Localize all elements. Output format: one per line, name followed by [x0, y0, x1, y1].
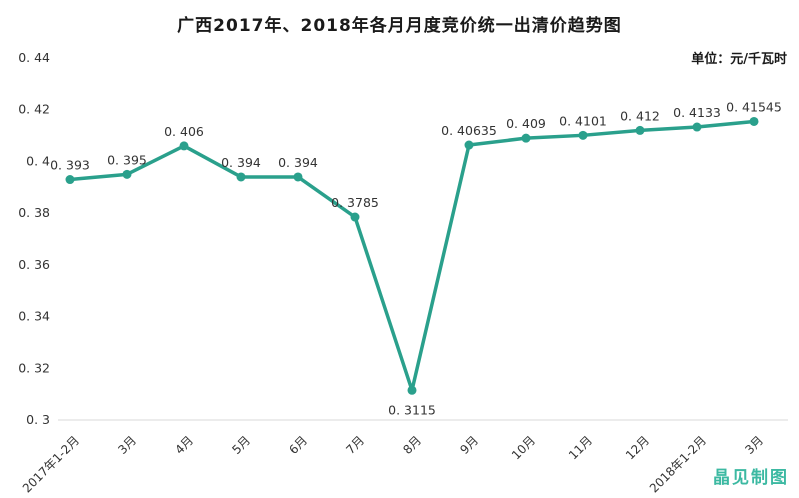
- data-label: 0. 406: [164, 124, 204, 139]
- x-tick-label: 12月: [623, 433, 652, 462]
- data-label: 0. 409: [506, 116, 546, 131]
- y-tick-label: 0. 3: [26, 412, 50, 427]
- x-tick-label: 9月: [457, 433, 481, 457]
- data-point: [692, 122, 702, 132]
- data-point: [464, 140, 474, 150]
- y-tick-label: 0. 34: [18, 309, 50, 324]
- data-point: [350, 212, 360, 222]
- data-label: 0. 395: [107, 152, 147, 167]
- data-point: [407, 385, 417, 395]
- data-point: [521, 133, 531, 143]
- watermark-credit: 晶见制图: [713, 468, 789, 488]
- price-trend-line: [68, 119, 756, 393]
- x-tick-label: 4月: [172, 433, 196, 457]
- data-point: [749, 116, 759, 126]
- data-point: [293, 172, 303, 182]
- data-point: [122, 169, 132, 179]
- x-tick-label: 5月: [229, 433, 253, 457]
- data-label: 0. 3115: [388, 402, 436, 417]
- data-point: [635, 125, 645, 135]
- x-tick-label: 10月: [509, 433, 538, 462]
- x-tick-label: 8月: [400, 433, 424, 457]
- x-tick-label: 6月: [286, 433, 310, 457]
- data-point: [179, 141, 189, 151]
- x-tick-label: 3月: [742, 433, 766, 457]
- x-tick-label: 3月: [115, 433, 139, 457]
- y-tick-label: 0. 38: [18, 205, 50, 220]
- y-tick-label: 0. 42: [18, 102, 50, 117]
- x-tick-label: 11月: [566, 433, 595, 462]
- data-label: 0. 4101: [559, 113, 607, 128]
- data-point: [578, 130, 588, 140]
- x-tick-label: 2018年1-2月: [647, 433, 709, 495]
- y-tick-label: 0. 44: [18, 50, 50, 65]
- data-point: [65, 175, 75, 185]
- data-label: 0. 4133: [673, 105, 721, 120]
- y-tick-label: 0. 32: [18, 360, 50, 375]
- data-label: 0. 394: [221, 155, 261, 170]
- data-label: 0. 41545: [726, 99, 782, 114]
- y-tick-label: 0. 4: [26, 153, 50, 168]
- data-label: 0. 3785: [331, 195, 379, 210]
- x-tick-label: 2017年1-2月: [20, 433, 82, 495]
- data-label: 0. 394: [278, 155, 318, 170]
- data-label: 0. 40635: [441, 123, 497, 138]
- unit-label: 单位：元/千瓦时: [691, 52, 787, 67]
- x-tick-label: 7月: [343, 433, 367, 457]
- chart-title: 广西2017年、2018年各月月度竞价统一出清价趋势图: [177, 16, 622, 36]
- data-label: 0. 412: [620, 108, 660, 123]
- data-point: [236, 172, 246, 182]
- data-label: 0. 393: [50, 158, 90, 173]
- y-tick-label: 0. 36: [18, 257, 50, 272]
